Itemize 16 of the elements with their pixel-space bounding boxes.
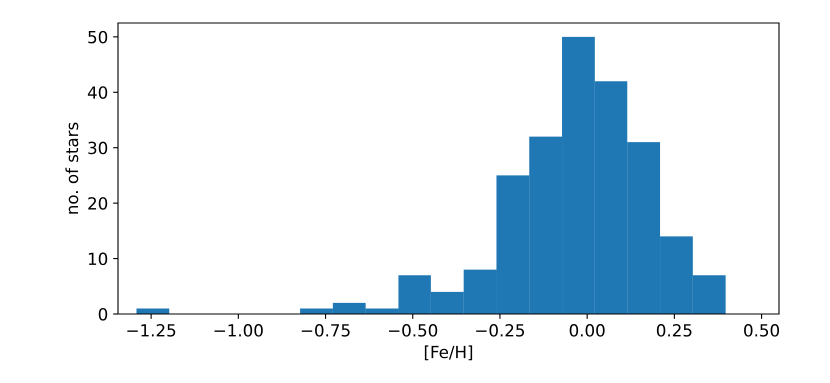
y-tick-label: 50 — [88, 30, 108, 44]
y-tick-label: 40 — [88, 86, 108, 99]
x-tick-label: −0.25 — [476, 324, 524, 337]
x-tick-label: 0.25 — [656, 324, 692, 337]
x-tick-label: 0.00 — [570, 324, 605, 337]
x-tick-label: −1.00 — [214, 324, 263, 337]
y-tick-label: 10 — [88, 252, 108, 266]
x-tick-label: −0.75 — [302, 324, 350, 337]
y-tick-label: 30 — [88, 142, 108, 154]
x-tick-label: −0.50 — [388, 324, 438, 337]
y-axis-title: no. of stars — [65, 122, 78, 214]
y-tick-label: 0 — [98, 308, 108, 321]
x-tick-label: 0.50 — [744, 324, 780, 337]
x-axis-title: [Fe/H] — [424, 345, 472, 360]
y-tick-label: 20 — [88, 197, 108, 210]
x-tick-label: −1.25 — [127, 324, 176, 337]
